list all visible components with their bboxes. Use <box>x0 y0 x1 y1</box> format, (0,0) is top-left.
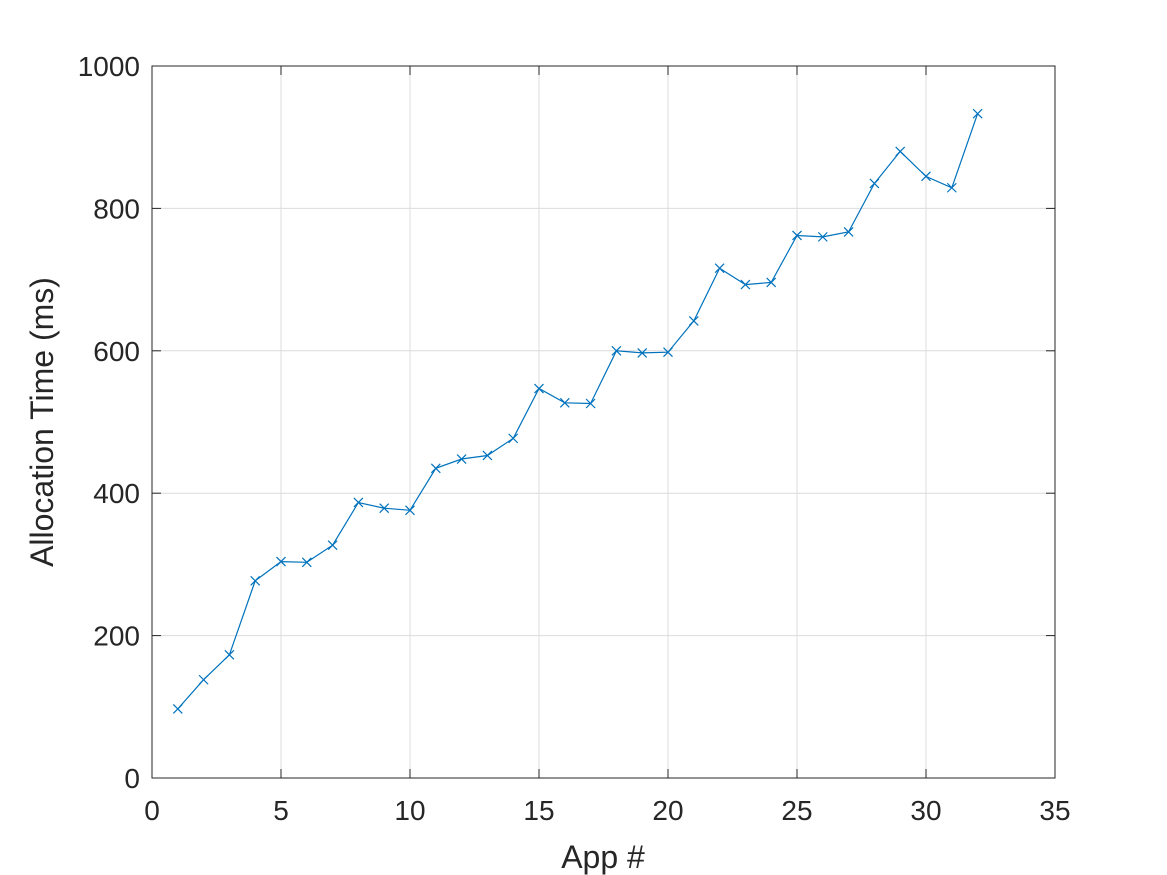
data-point-marker <box>740 279 751 290</box>
data-point-marker <box>663 347 673 358</box>
series-line <box>177 113 979 710</box>
grid-lines <box>152 66 1055 778</box>
y-tick-label: 0 <box>124 763 140 794</box>
data-point-marker <box>895 146 906 157</box>
x-tick-label: 35 <box>1039 795 1070 826</box>
data-point-marker <box>301 557 312 568</box>
data-point-marker <box>972 108 983 119</box>
data-point-marker <box>172 704 183 714</box>
y-tick-label: 200 <box>93 621 140 652</box>
data-point-marker <box>611 345 622 356</box>
data-point-marker <box>843 226 854 237</box>
plot-area <box>151 65 1056 779</box>
data-point-marker <box>456 454 467 464</box>
x-tick-label: 20 <box>652 795 683 826</box>
x-tick-label: 30 <box>910 795 941 826</box>
data-point-marker <box>327 540 338 551</box>
x-tick-label: 5 <box>273 795 289 826</box>
data-point-marker <box>482 450 493 461</box>
data-point-marker <box>921 171 931 182</box>
data-point-marker <box>224 649 235 660</box>
data-point-marker <box>714 263 725 274</box>
data-point-marker <box>353 497 364 508</box>
data-point-marker <box>766 277 777 288</box>
y-tick-label: 400 <box>93 478 140 509</box>
x-tick-label: 15 <box>523 795 554 826</box>
y-axis-label: Allocation Time (ms) <box>24 277 60 567</box>
data-point-marker <box>198 674 209 685</box>
data-point-marker <box>379 503 390 514</box>
data-point-marker <box>276 556 286 567</box>
data-point-marker <box>585 398 596 409</box>
data-point-marker <box>869 178 880 189</box>
data-point-marker <box>817 231 828 242</box>
data-point-marker <box>534 383 544 394</box>
data-point-marker <box>405 505 415 516</box>
data-point-marker <box>508 433 519 444</box>
x-tick-label: 10 <box>394 795 425 826</box>
data-point-marker <box>688 315 699 326</box>
axis-ticks: 0 5 10 15 20 25 30 35 0 200 400 600 800 1000 <box>78 51 1071 826</box>
y-tick-label: 1000 <box>78 51 140 82</box>
data-point-marker <box>559 397 570 408</box>
x-axis-label: App # <box>561 839 645 875</box>
x-tick-label: 0 <box>144 795 160 826</box>
data-point-marker <box>792 230 802 241</box>
data-point-marker <box>946 182 957 193</box>
y-tick-label: 600 <box>93 336 140 367</box>
data-series <box>172 108 983 714</box>
data-point-marker <box>250 575 261 586</box>
data-point-marker <box>637 348 648 358</box>
y-tick-label: 800 <box>93 193 140 224</box>
data-point-marker <box>430 463 441 474</box>
x-tick-label: 25 <box>781 795 812 826</box>
